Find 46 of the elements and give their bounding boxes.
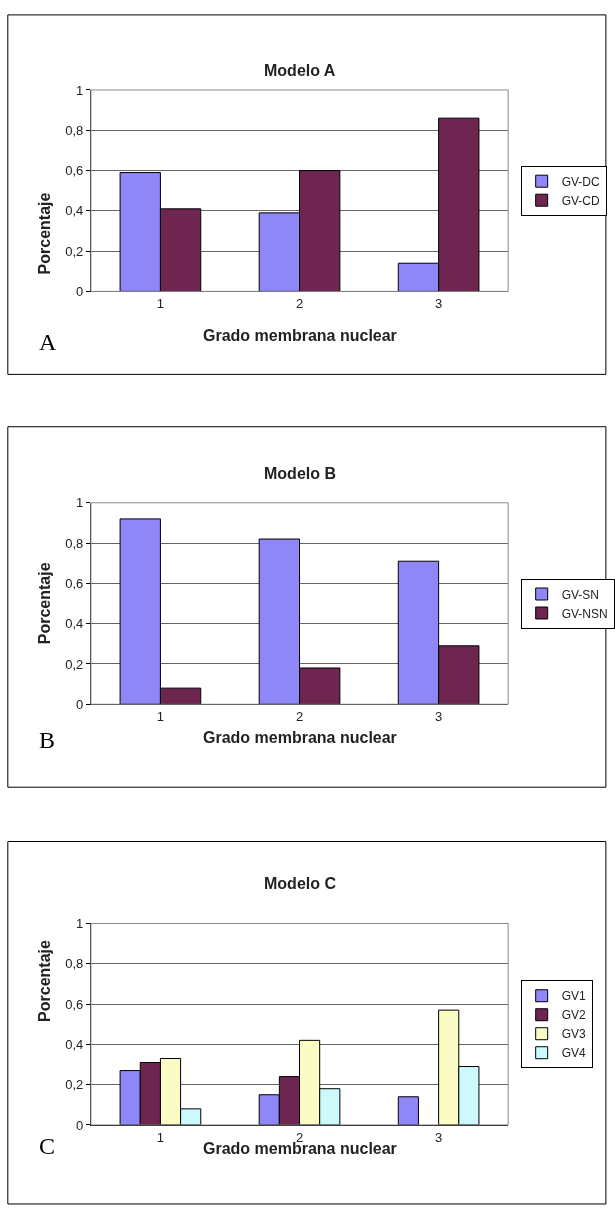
text: A: [39, 329, 57, 355]
y-tick-label: 0,2: [65, 1077, 84, 1093]
y-tick-label: 0,6: [65, 996, 84, 1012]
legend-label: GV4: [561, 1046, 587, 1061]
x-axis-title: Grado membrana nuclear: [203, 327, 397, 344]
y-tick-label: 0,6: [65, 163, 84, 179]
y-tick-label: 0,2: [65, 656, 84, 672]
y-tick-label: 0: [76, 696, 84, 712]
y-tick-label: 0: [76, 1117, 84, 1133]
y-tick-label: 1: [76, 495, 84, 511]
y-tick-label: 0,8: [65, 956, 84, 972]
x-tick-label: 3: [435, 296, 443, 312]
x-axis-title: Grado membrana nuclear: [203, 729, 397, 746]
y-axis-title: Porcentaje: [36, 192, 54, 275]
y-tick-label: 1: [76, 82, 84, 98]
legend-label: GV3: [561, 1027, 587, 1042]
y-tick-label: 0,8: [65, 535, 84, 551]
x-tick-label: 2: [295, 296, 304, 312]
x-tick-label: 1: [156, 1129, 165, 1145]
y-tick-label: 0,6: [65, 575, 84, 591]
y-axis-title: Porcentaje: [36, 940, 54, 1022]
x-tick-label: 3: [435, 708, 443, 724]
legend-label: GV-SN: [561, 587, 600, 602]
legend-label: GV-CD: [561, 193, 601, 208]
y-tick-label: 0,4: [65, 203, 84, 219]
y-tick-label: 0,4: [65, 1036, 84, 1052]
y-tick-label: 0,2: [65, 243, 84, 259]
text: B: [39, 727, 56, 753]
y-tick-label: 0: [76, 283, 84, 299]
x-tick-label: 1: [156, 296, 165, 312]
legend-label: GV2: [561, 1008, 587, 1023]
y-tick-label: 1: [76, 916, 84, 932]
y-tick-label: 0,8: [65, 122, 84, 138]
y-axis-title: Porcentaje: [36, 562, 54, 645]
legend-label: GV-NSN: [561, 606, 608, 621]
bar: [397, 1096, 419, 1125]
x-tick-label: 3: [435, 1129, 443, 1145]
y-tick-label: 0,4: [65, 616, 84, 632]
chart-title: Modelo A: [264, 62, 336, 79]
legend-label: GV1: [561, 989, 587, 1004]
chart-title: Modelo C: [264, 875, 337, 892]
legend-label: GV-DC: [561, 174, 601, 189]
x-tick-label: 2: [295, 708, 304, 724]
text: C: [39, 1133, 56, 1159]
x-tick-label: 1: [156, 708, 165, 724]
chart-title: Modelo B: [264, 465, 336, 482]
